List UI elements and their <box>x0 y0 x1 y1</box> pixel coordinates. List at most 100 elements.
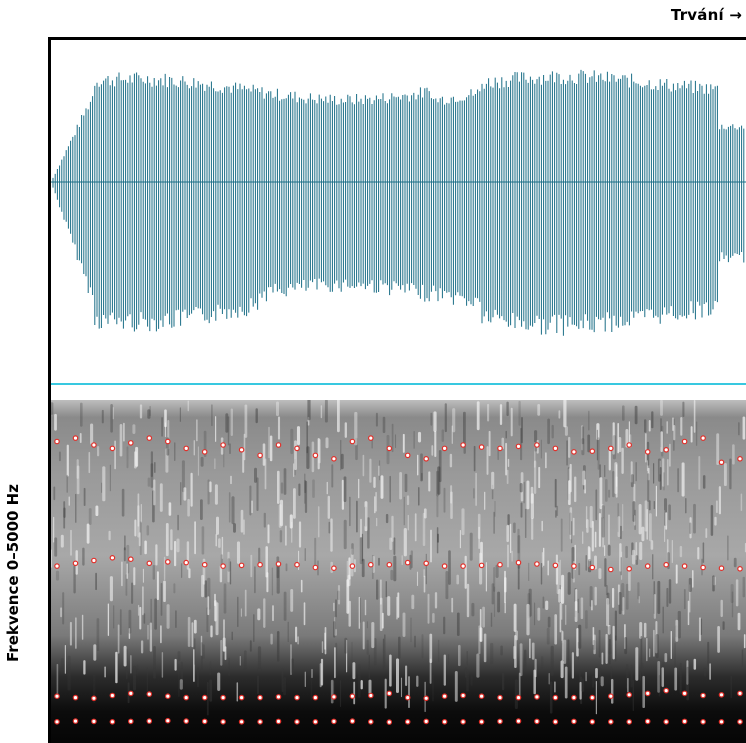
formant-point <box>737 455 743 462</box>
formant-point <box>238 694 245 701</box>
formant-point <box>72 718 79 724</box>
formant-point <box>128 440 134 446</box>
formant-point <box>478 718 485 725</box>
formant-point <box>534 442 540 448</box>
formant-point <box>349 718 356 724</box>
formant-point <box>312 564 319 571</box>
formant-point <box>54 718 60 725</box>
formant-point <box>275 718 282 725</box>
waveform-svg <box>51 69 746 336</box>
formant-point <box>663 561 670 568</box>
formant-track-3 <box>54 555 743 573</box>
formant-point <box>423 455 430 462</box>
formant-point <box>165 438 171 445</box>
formant-point <box>423 560 430 567</box>
formant-point <box>552 694 559 701</box>
formant-point <box>257 561 263 568</box>
formant-point <box>478 562 485 569</box>
formant-point <box>644 449 651 455</box>
formant-point <box>626 442 633 448</box>
formant-point <box>534 561 540 567</box>
formant-point <box>700 692 706 699</box>
formant-point <box>91 442 97 448</box>
formant-point <box>367 435 374 441</box>
formant-point <box>404 694 411 701</box>
formant-track-1 <box>54 717 743 725</box>
formant-point <box>165 717 171 724</box>
panel-separator <box>51 383 746 385</box>
formant-point <box>607 718 614 725</box>
formant-point <box>515 443 522 450</box>
formant-point <box>460 718 466 725</box>
formant-point <box>165 559 171 565</box>
formant-point <box>626 718 633 725</box>
formant-track-4 <box>54 435 743 466</box>
formant-point <box>515 718 522 724</box>
formant-point <box>644 563 651 569</box>
formant-point <box>109 555 116 561</box>
formant-point <box>220 718 226 725</box>
formant-point <box>128 690 134 697</box>
formant-point <box>349 563 356 569</box>
formant-point <box>275 694 282 700</box>
formant-point <box>146 691 153 697</box>
formant-point <box>54 693 60 700</box>
formant-point <box>681 438 688 445</box>
formant-point <box>571 563 577 569</box>
formant-point <box>257 718 263 725</box>
formant-point <box>294 445 300 452</box>
formant-point <box>589 694 596 701</box>
formant-point <box>589 718 596 725</box>
formant-point <box>700 564 706 571</box>
formant-point <box>497 445 503 452</box>
formant-point <box>294 694 300 701</box>
formant-point <box>460 692 466 699</box>
formant-point <box>386 445 393 452</box>
formant-point <box>607 445 614 452</box>
formant-point <box>571 449 577 455</box>
formant-point <box>183 694 190 701</box>
formant-point <box>238 562 245 569</box>
formant-point <box>91 557 97 564</box>
formant-point <box>497 694 503 701</box>
formant-point <box>460 442 466 448</box>
formant-point <box>737 566 743 572</box>
waveform-panel <box>51 40 746 385</box>
plot-frame <box>48 37 746 743</box>
formant-point <box>183 718 190 724</box>
formant-point <box>367 561 374 568</box>
formant-point <box>404 452 411 459</box>
formant-point <box>497 718 503 725</box>
formant-point <box>718 718 725 725</box>
formant-point <box>718 691 725 698</box>
formant-point <box>386 561 393 568</box>
formant-point <box>201 561 208 568</box>
formant-point <box>128 556 134 563</box>
formant-point <box>183 559 190 566</box>
formant-point <box>294 561 300 568</box>
formant-point <box>220 563 226 569</box>
formant-point <box>626 566 633 572</box>
formant-point <box>146 435 153 441</box>
formant-point <box>257 694 263 701</box>
formant-point <box>718 459 725 466</box>
formant-point <box>331 565 337 572</box>
formant-point <box>644 718 651 725</box>
formant-point <box>220 694 226 701</box>
formant-point <box>349 693 356 700</box>
formant-point <box>109 692 116 699</box>
formant-point <box>607 566 614 573</box>
formant-point <box>515 559 522 566</box>
formant-point <box>441 718 448 725</box>
spectrogram-texture <box>51 400 746 716</box>
formant-point <box>441 445 448 452</box>
formant-point <box>552 562 559 569</box>
formant-point <box>663 446 670 453</box>
formant-point <box>312 452 319 459</box>
formant-point <box>589 564 596 571</box>
formant-point <box>571 694 577 701</box>
formant-point <box>165 693 171 700</box>
formant-point <box>737 690 743 697</box>
formant-track-2 <box>54 687 743 702</box>
formant-point <box>534 718 540 725</box>
